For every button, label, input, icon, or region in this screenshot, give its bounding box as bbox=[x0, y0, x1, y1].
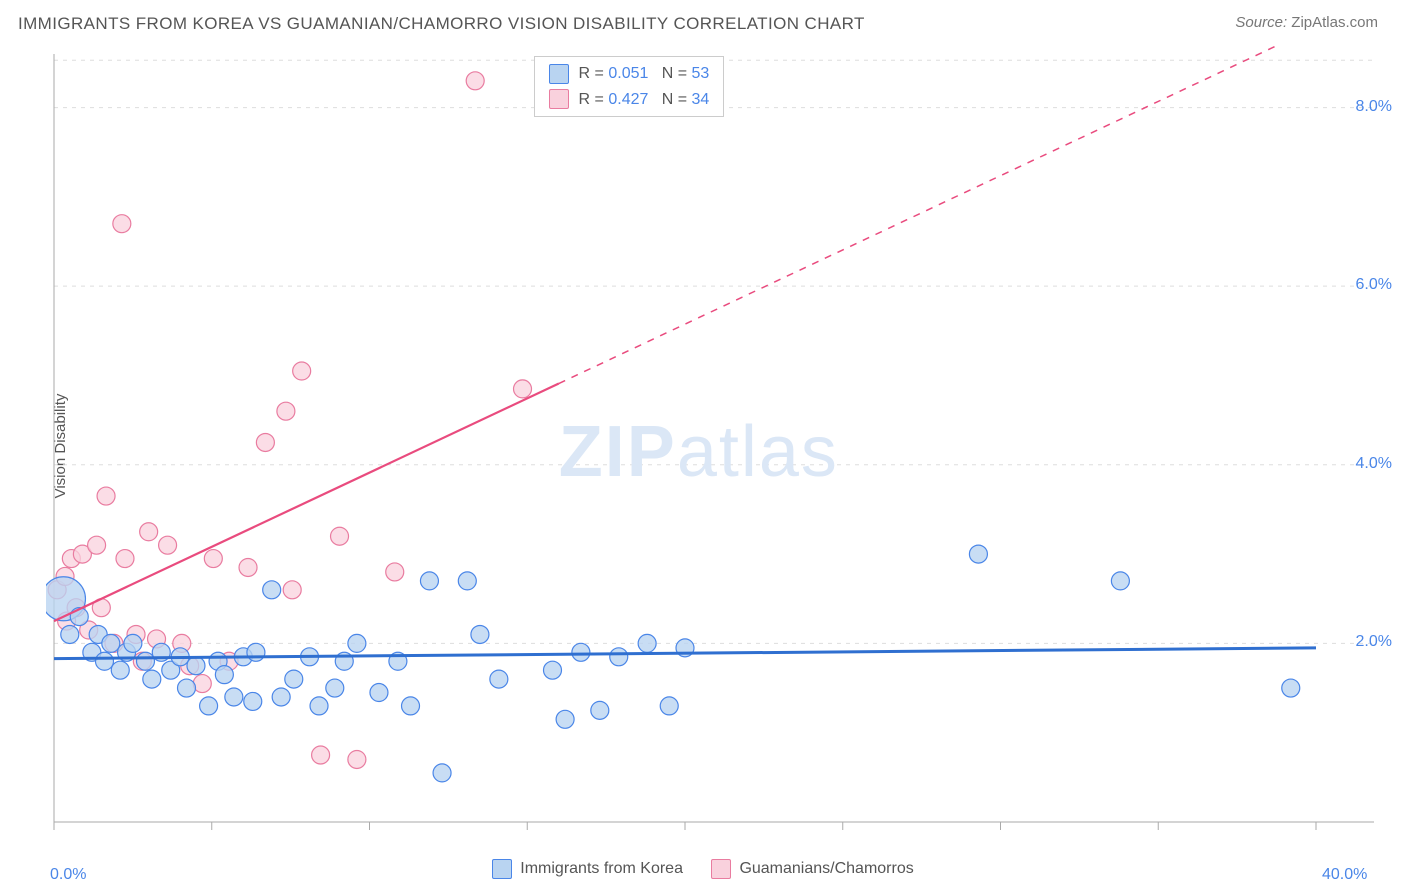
stats-swatch-blue bbox=[549, 64, 569, 84]
y-tick-label: 6.0% bbox=[1356, 276, 1392, 294]
stats-row-blue: R = 0.051 N = 53 bbox=[549, 61, 710, 87]
legend-swatch-blue bbox=[492, 859, 512, 879]
stats-n-value-blue: 53 bbox=[692, 61, 710, 87]
stats-r-label: R = bbox=[579, 61, 604, 87]
legend-label-blue: Immigrants from Korea bbox=[520, 860, 683, 878]
source-name: ZipAtlas.com bbox=[1291, 14, 1378, 31]
source-attribution: Source: ZipAtlas.com bbox=[1235, 14, 1378, 31]
legend-bottom: Immigrants from Korea Guamanians/Chamorr… bbox=[0, 859, 1406, 884]
stats-r-value-pink: 0.427 bbox=[608, 87, 648, 113]
legend-label-pink: Guamanians/Chamorros bbox=[739, 860, 913, 878]
y-tick-label: 2.0% bbox=[1356, 633, 1392, 651]
y-tick-label: 8.0% bbox=[1356, 98, 1392, 116]
stats-row-pink: R = 0.427 N = 34 bbox=[549, 87, 710, 113]
stats-r-label: R = bbox=[579, 87, 604, 113]
chart-title: IMMIGRANTS FROM KOREA VS GUAMANIAN/CHAMO… bbox=[18, 14, 865, 34]
legend-item-pink: Guamanians/Chamorros bbox=[711, 859, 913, 879]
stats-r-value-blue: 0.051 bbox=[608, 61, 648, 87]
legend-swatch-pink bbox=[711, 859, 731, 879]
y-tick-label: 4.0% bbox=[1356, 455, 1392, 473]
stats-n-label: N = bbox=[662, 87, 687, 113]
stats-swatch-pink bbox=[549, 89, 569, 109]
stats-n-label: N = bbox=[662, 61, 687, 87]
stats-legend-box: R = 0.051 N = 53 R = 0.427 N = 34 bbox=[534, 56, 725, 117]
scatter-plot bbox=[46, 46, 1380, 838]
legend-item-blue: Immigrants from Korea bbox=[492, 859, 683, 879]
source-label: Source: bbox=[1235, 14, 1287, 31]
stats-n-value-pink: 34 bbox=[692, 87, 710, 113]
